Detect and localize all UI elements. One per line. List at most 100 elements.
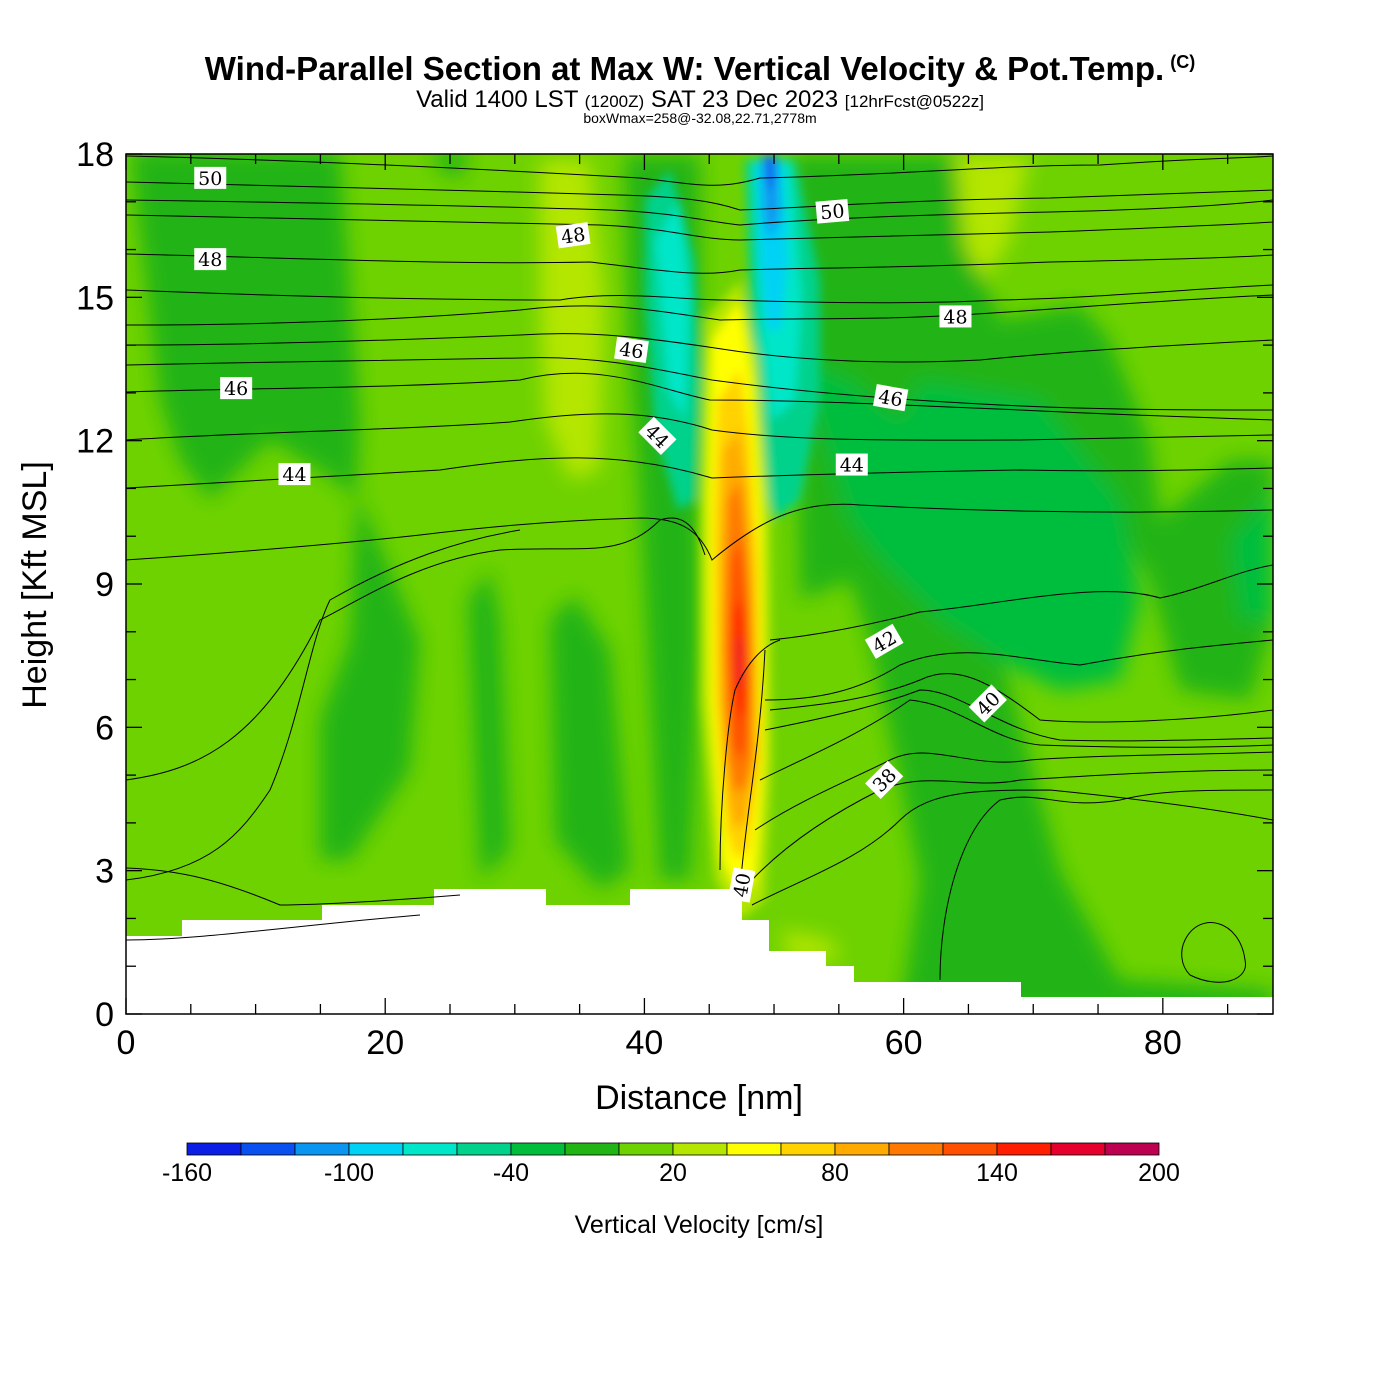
- theta-contour-line: [126, 517, 706, 781]
- colorbar-tick-label: 80: [821, 1159, 849, 1187]
- theta-contour-line: [126, 372, 1273, 421]
- theta-contour-line: [751, 769, 1273, 881]
- contour-label-text: 50: [819, 200, 845, 224]
- colorbar-bin: [1104, 1142, 1160, 1156]
- theta-contour-line: [1181, 922, 1246, 983]
- theta-contour-line: [759, 699, 1273, 781]
- colorbar-bin: [780, 1142, 836, 1156]
- colorbar-bin: [510, 1142, 566, 1156]
- colorbar-bin: [240, 1142, 296, 1156]
- colorbar-bin: [348, 1142, 404, 1156]
- contour-label-text: 48: [198, 249, 222, 271]
- colorbar-bin: [888, 1142, 944, 1156]
- contour-label: 40: [728, 867, 756, 903]
- contour-label: 44: [278, 463, 311, 486]
- chart-subtitle: Valid 1400 LST (1200Z) SAT 23 Dec 2023 […: [0, 86, 1400, 114]
- theta-contour-line: [126, 503, 1273, 561]
- contour-label: 46: [872, 384, 909, 412]
- contour-label: 50: [815, 198, 850, 224]
- broad-regions: [130, 154, 1273, 1014]
- theta-contour-line: [126, 413, 1273, 441]
- colorbar-bin: [456, 1142, 512, 1156]
- colorbar-tick-label: 140: [976, 1159, 1018, 1187]
- theta-contour-line: [751, 789, 1273, 906]
- contour-label-bg: [815, 198, 850, 224]
- theta-contour-line: [719, 639, 781, 871]
- plot-frame: [125, 153, 1274, 1015]
- theta-contour-line: [939, 789, 1273, 981]
- x-axis-title: Distance [nm]: [595, 1079, 803, 1117]
- colorbar-tick-label: 200: [1138, 1159, 1180, 1187]
- box-wmax-info: boxWmax=258@-32.08,22.71,2778m: [583, 110, 817, 126]
- contour-label-text: 46: [877, 386, 905, 412]
- contour-label: 42: [864, 623, 904, 659]
- forecast-info: [12hrFcst@0522z]: [844, 92, 984, 111]
- theta-contour-line: [126, 253, 1273, 274]
- contour-label-bg: [220, 377, 253, 400]
- copyright-mark: (C): [1170, 52, 1196, 72]
- colorbar: [186, 1142, 1160, 1156]
- theta-contour-line: [126, 357, 1273, 411]
- contour-label: 48: [555, 222, 591, 249]
- x-tick-label: 20: [366, 1024, 404, 1062]
- theta-contour-line: [126, 529, 521, 881]
- colorbar-bin: [726, 1142, 782, 1156]
- contour-label-text: 44: [840, 455, 864, 477]
- y-tick-label: 0: [95, 996, 114, 1034]
- colorbar-tick-label: -40: [493, 1159, 529, 1187]
- theta-contour-line: [126, 181, 1273, 211]
- colorbar-bin: [834, 1142, 890, 1156]
- contour-label-text: 50: [198, 168, 222, 190]
- contour-label-bg: [835, 453, 868, 476]
- terrain-mask: [126, 889, 1273, 1014]
- contour-label-bg: [728, 867, 756, 903]
- theta-contour-line: [126, 333, 1273, 363]
- contour-label-text: 40: [730, 871, 756, 899]
- theta-contour-line: [126, 199, 1273, 226]
- theta-contours: [126, 155, 1273, 983]
- theta-contour-line: [764, 639, 1273, 701]
- contour-label: 44: [835, 453, 868, 477]
- contour-label-bg: [872, 384, 909, 412]
- colorbar-bin: [618, 1142, 674, 1156]
- colorbar-tick-label: -100: [324, 1159, 374, 1187]
- chart-title: Wind-Parallel Section at Max W: Vertical…: [0, 50, 1400, 88]
- contour-label-text: 48: [943, 306, 967, 328]
- colorbar-title: Vertical Velocity [cm/s]: [575, 1211, 824, 1239]
- y-tick-label: 3: [95, 853, 114, 891]
- colorbar-tick-label: -160: [162, 1159, 212, 1187]
- theta-contour-line: [126, 155, 1273, 186]
- theta-contour-line: [126, 294, 1273, 326]
- theta-contour-line: [126, 214, 1273, 241]
- contour-label-bg: [939, 305, 972, 328]
- colorbar-bin: [186, 1142, 242, 1156]
- contour-label-bg: [194, 248, 227, 271]
- contour-label: 46: [220, 377, 253, 400]
- utc-time: (1200Z): [584, 92, 645, 111]
- contour-label: 48: [939, 305, 972, 328]
- contour-label-bg: [638, 416, 677, 455]
- x-tick-label: 80: [1144, 1024, 1182, 1062]
- colorbar-tick-label: 20: [659, 1159, 687, 1187]
- contour-label-bg: [614, 336, 649, 364]
- title-text: Wind-Parallel Section at Max W: Vertical…: [204, 50, 1165, 87]
- contour-label: 48: [194, 248, 227, 271]
- colorbar-bin: [564, 1142, 620, 1156]
- y-tick-labels: 0 3 6 9 12 15 18: [76, 136, 114, 1034]
- theta-contour-line: [769, 564, 1273, 641]
- colorbar-bin: [996, 1142, 1052, 1156]
- colorbar-bin: [672, 1142, 728, 1156]
- valid-time: Valid 1400 LST: [416, 86, 578, 113]
- x-tick-label: 40: [626, 1024, 664, 1062]
- colorbar-bin: [294, 1142, 350, 1156]
- valid-date: SAT 23 Dec 2023: [650, 86, 839, 113]
- contour-label-bg: [555, 222, 591, 249]
- contour-label-bg: [865, 760, 904, 799]
- y-tick-label: 6: [95, 709, 114, 747]
- contour-label-text: 46: [618, 338, 645, 363]
- contour-label: 46: [614, 336, 649, 364]
- colorbar-bin: [1050, 1142, 1106, 1156]
- contour-label-text: 48: [560, 224, 587, 249]
- contour-label-text: 44: [282, 464, 306, 486]
